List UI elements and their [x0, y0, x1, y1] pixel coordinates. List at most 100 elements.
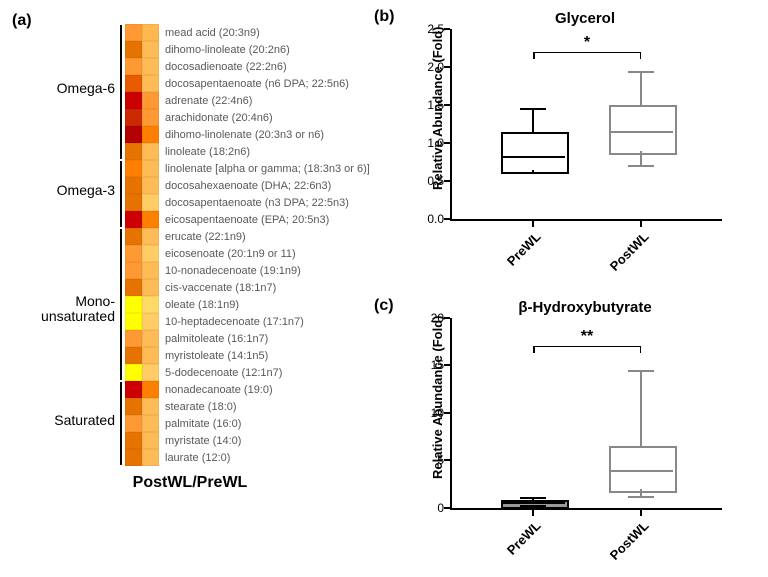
heatmap-row: eicosapentaenoate (EPA; 20:5n3) — [125, 211, 370, 228]
significance-star: * — [584, 34, 590, 52]
heatmap-row-label: 10-nonadecenoate (19:1n9) — [159, 265, 301, 277]
heatmap-cell — [125, 58, 142, 75]
ytick-label: 15 — [431, 358, 444, 372]
heatmap-cell — [125, 41, 142, 58]
heatmap-cell — [125, 398, 142, 415]
significance-bracket — [533, 52, 641, 53]
heatmap-cell — [125, 143, 142, 160]
xtick-label: PreWL — [498, 229, 544, 275]
heatmap-row: nonadecanoate (19:0) — [125, 381, 370, 398]
heatmap-cell — [125, 279, 142, 296]
heatmap-cell — [125, 211, 142, 228]
heatmap-row: oleate (18:1n9) — [125, 296, 370, 313]
heatmap-row: myristoleate (14:1n5) — [125, 347, 370, 364]
whisker-cap — [628, 165, 654, 167]
heatmap-row: myristate (14:0) — [125, 432, 370, 449]
heatmap-cell — [142, 126, 159, 143]
group-label: Omega-3 — [20, 183, 115, 198]
heatmap-row: dihomo-linoleate (20:2n6) — [125, 41, 370, 58]
heatmap-cell — [125, 364, 142, 381]
heatmap-cell — [142, 228, 159, 245]
heatmap-row-label: laurate (12:0) — [159, 452, 230, 464]
heatmap-row-label: docosapentaenoate (n6 DPA; 22:5n6) — [159, 78, 349, 90]
panel-b-label: (b) — [374, 8, 394, 26]
heatmap-row-label: docosapentaenoate (n3 DPA; 22:5n3) — [159, 197, 349, 209]
ytick — [444, 218, 450, 220]
whisker-cap — [628, 370, 654, 372]
heatmap-cell — [125, 381, 142, 398]
heatmap-cell — [142, 415, 159, 432]
ytick-label: 10 — [431, 406, 444, 420]
group-label: Mono-unsaturated — [20, 294, 115, 325]
panel-a-label: (a) — [12, 12, 32, 30]
heatmap-row: mead acid (20:3n9) — [125, 24, 370, 41]
heatmap-cell — [142, 177, 159, 194]
heatmap-cell — [125, 313, 142, 330]
heatmap-row: laurate (12:0) — [125, 449, 370, 466]
heatmap-cell — [142, 432, 159, 449]
panel-c-label: (c) — [374, 297, 394, 315]
xtick-label: PreWL — [498, 518, 544, 564]
heatmap-cell — [125, 75, 142, 92]
heatmap-row-label: myristate (14:0) — [159, 435, 241, 447]
group-bracket — [120, 382, 122, 465]
heatmap-row: arachidonate (20:4n6) — [125, 109, 370, 126]
heatmap-cell — [125, 177, 142, 194]
whisker-cap — [520, 108, 546, 110]
heatmap-cell — [125, 92, 142, 109]
median-line — [609, 131, 674, 133]
heatmap-row-label: 10-heptadecenoate (17:1n7) — [159, 316, 304, 328]
ytick — [444, 180, 450, 182]
heatmap-row-label: eicosenoate (20:1n9 or 11) — [159, 248, 296, 260]
panel-c: (c) β-Hydroxybutyrate Relative Abundance… — [380, 299, 758, 568]
whisker — [640, 151, 642, 166]
heatmap-cell — [142, 398, 159, 415]
xtick — [532, 510, 534, 516]
heatmap-cell — [142, 194, 159, 211]
heatmap-cell — [125, 415, 142, 432]
xtick — [640, 510, 642, 516]
heatmap-row: docosapentaenoate (n3 DPA; 22:5n3) — [125, 194, 370, 211]
heatmap-cell — [142, 109, 159, 126]
heatmap-cell — [125, 228, 142, 245]
heatmap-row-label: cis-vaccenate (18:1n7) — [159, 282, 276, 294]
heatmap-cell — [142, 143, 159, 160]
ytick — [444, 142, 450, 144]
panel-c-title: β-Hydroxybutyrate — [450, 299, 720, 316]
heatmap-cell — [125, 24, 142, 41]
heatmap-cell — [142, 262, 159, 279]
heatmap-cell — [125, 126, 142, 143]
significance-bracket — [533, 346, 641, 347]
group-bracket — [120, 161, 122, 227]
heatmap-row-label: nonadecanoate (19:0) — [159, 384, 273, 396]
heatmap-row: cis-vaccenate (18:1n7) — [125, 279, 370, 296]
whisker-cap — [520, 172, 546, 174]
ytick — [444, 507, 450, 509]
heatmap-x-label: PostWL/PreWL — [90, 474, 290, 492]
heatmap-cell — [142, 330, 159, 347]
panel-b-plot-area: 0.00.51.01.52.02.5PreWLPostWL* — [450, 29, 722, 221]
heatmap-cell — [142, 313, 159, 330]
ytick-label: 5 — [437, 453, 444, 467]
heatmap-row: eicosenoate (20:1n9 or 11) — [125, 245, 370, 262]
heatmap-row-label: erucate (22:1n9) — [159, 231, 246, 243]
whisker-cap — [520, 497, 546, 499]
heatmap-cell — [125, 347, 142, 364]
heatmap-cell — [125, 262, 142, 279]
heatmap: mead acid (20:3n9)dihomo-linoleate (20:2… — [125, 24, 370, 466]
heatmap-cell — [142, 364, 159, 381]
group-bracket — [120, 229, 122, 380]
median-line — [609, 470, 674, 472]
ytick — [444, 412, 450, 414]
ytick — [444, 459, 450, 461]
xtick-label: PostWL — [606, 229, 652, 275]
heatmap-cell — [142, 279, 159, 296]
heatmap-row-label: palmitoleate (16:1n7) — [159, 333, 268, 345]
heatmap-row-label: eicosapentaenoate (EPA; 20:5n3) — [159, 214, 329, 226]
heatmap-cell — [142, 245, 159, 262]
box — [501, 132, 570, 174]
heatmap-row-label: arachidonate (20:4n6) — [159, 112, 273, 124]
box — [609, 446, 678, 493]
ytick — [444, 317, 450, 319]
heatmap-cell — [142, 58, 159, 75]
